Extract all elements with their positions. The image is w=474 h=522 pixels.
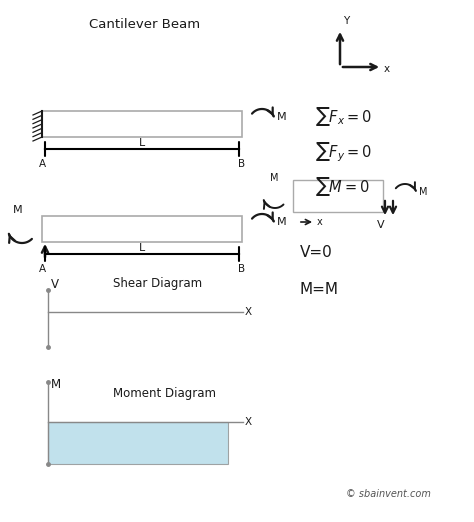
Text: x: x — [384, 64, 390, 74]
Text: M: M — [277, 217, 287, 227]
Text: M: M — [270, 173, 278, 183]
Text: $\sum F_x = 0$: $\sum F_x = 0$ — [315, 105, 372, 128]
Text: M: M — [13, 205, 23, 215]
Text: $\sum F_y = 0$: $\sum F_y = 0$ — [315, 140, 372, 164]
Bar — [293, 180, 383, 212]
Bar — [42, 216, 242, 242]
Text: x: x — [317, 217, 323, 227]
Text: Y: Y — [343, 16, 349, 26]
Text: X: X — [245, 417, 252, 427]
Text: V: V — [377, 220, 385, 230]
Text: M: M — [51, 377, 61, 390]
Text: V=0: V=0 — [300, 245, 333, 260]
Bar — [48, 422, 228, 464]
Text: B: B — [238, 264, 246, 274]
Text: Moment Diagram: Moment Diagram — [113, 387, 216, 400]
Text: M: M — [277, 112, 287, 122]
Text: X: X — [245, 307, 252, 317]
Bar — [42, 111, 242, 137]
Text: A: A — [38, 264, 46, 274]
Text: Cantilever Beam: Cantilever Beam — [90, 18, 201, 31]
Text: M=M: M=M — [300, 282, 339, 297]
Text: L: L — [139, 138, 145, 148]
Text: Shear Diagram: Shear Diagram — [113, 278, 202, 291]
Text: V: V — [51, 278, 59, 291]
Text: A: A — [38, 159, 46, 169]
Text: $\sum M = 0$: $\sum M = 0$ — [315, 175, 370, 198]
Text: M: M — [419, 187, 428, 197]
Text: L: L — [139, 243, 145, 253]
Text: © sbainvent.com: © sbainvent.com — [346, 489, 430, 499]
Text: B: B — [238, 159, 246, 169]
